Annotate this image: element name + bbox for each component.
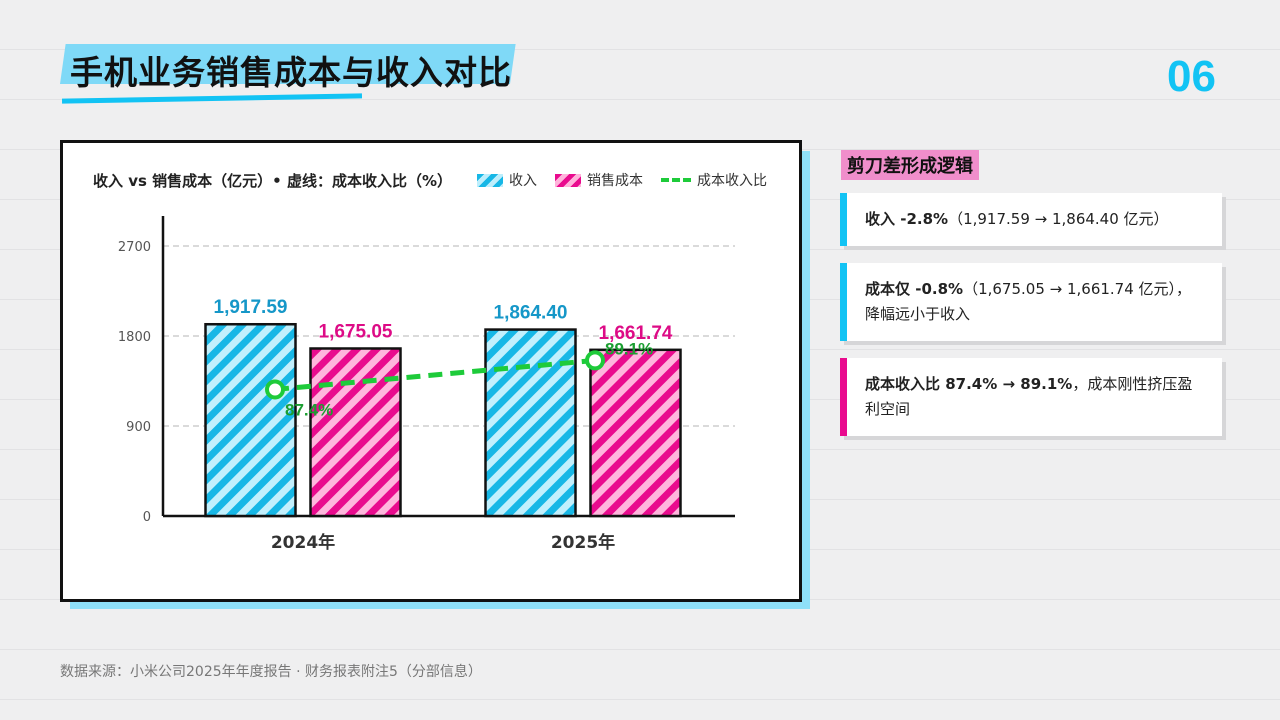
legend-item-ratio: 成本收入比 xyxy=(661,170,767,190)
title-underline xyxy=(61,93,363,104)
note-text: ，成本刚性挤压盈利空间 xyxy=(865,375,1193,418)
note-bold: 成本仅 -0.8% xyxy=(865,280,964,298)
bar-value-label: 1,917.59 xyxy=(214,297,288,318)
y-tick-label: 1800 xyxy=(118,330,151,345)
note-bold: 成本收入比 87.4% → 89.1% xyxy=(865,375,1073,393)
ratio-line xyxy=(274,357,596,392)
bar-cost xyxy=(589,348,682,518)
y-tick-label: 900 xyxy=(126,420,151,435)
chart-title: 收入 vs 销售成本（亿元）• 虚线：成本收入比（%） xyxy=(93,172,452,190)
note-text: （1,917.59 → 1,864.40 亿元） xyxy=(948,210,1169,228)
legend-label-cost: 销售成本 xyxy=(587,173,643,189)
note-text: （1,675.05 → 1,661.74 亿元），降幅远小于收入 xyxy=(865,280,1192,323)
x-tick-label: 2024年 xyxy=(271,532,335,553)
x-tick-label: 2025年 xyxy=(551,532,615,553)
bar-value-label: 1,661.74 xyxy=(599,323,673,344)
side-heading: 剪刀差形成逻辑 xyxy=(841,150,979,180)
page-number: 06 xyxy=(1167,52,1216,101)
note-card-ratio: 成本收入比 87.4% → 89.1%，成本刚性挤压盈利空间 xyxy=(840,358,1222,436)
bar-value-label: 1,864.40 xyxy=(494,303,568,324)
chart-card: 收入 vs 销售成本（亿元）• 虚线：成本收入比（%） 收入 销售成本 成本收入… xyxy=(60,140,802,602)
y-tick-label: 0 xyxy=(143,510,151,525)
ratio-point xyxy=(265,379,285,400)
bar-value-label: 1,675.05 xyxy=(319,321,393,342)
chart-legend: 收入 销售成本 成本收入比 xyxy=(477,170,767,190)
legend-swatch-cost xyxy=(555,173,581,187)
y-tick-label: 2700 xyxy=(118,240,151,255)
source-footnote: 数据来源：小米公司2025年年度报告 · 财务报表附注5（分部信息） xyxy=(60,664,482,680)
ratio-label: 87.4% xyxy=(285,400,333,419)
note-card-revenue: 收入 -2.8%（1,917.59 → 1,864.40 亿元） xyxy=(840,193,1222,246)
bar-cost xyxy=(309,347,402,518)
note-bold: 收入 -2.8% xyxy=(865,210,949,228)
page-title: 手机业务销售成本与收入对比 xyxy=(70,53,512,92)
ratio-label: 89.1% xyxy=(605,339,653,358)
legend-swatch-revenue xyxy=(477,173,503,187)
legend-label-revenue: 收入 xyxy=(509,173,537,189)
note-card-cost: 成本仅 -0.8%（1,675.05 → 1,661.74 亿元），降幅远小于收… xyxy=(840,263,1222,341)
legend-swatch-ratio xyxy=(661,178,691,182)
ratio-point xyxy=(585,350,605,371)
bar-revenue xyxy=(484,328,577,518)
chart-plot: 0 900 1800 2700 87.4% 89.1% 1,917.59 1,675.05… xyxy=(118,216,735,553)
legend-item-revenue: 收入 xyxy=(477,170,537,190)
legend-item-cost: 销售成本 xyxy=(555,170,643,190)
title-block: 手机业务销售成本与收入对比 xyxy=(60,44,516,92)
bar-revenue xyxy=(204,322,297,518)
legend-label-ratio: 成本收入比 xyxy=(697,173,767,189)
